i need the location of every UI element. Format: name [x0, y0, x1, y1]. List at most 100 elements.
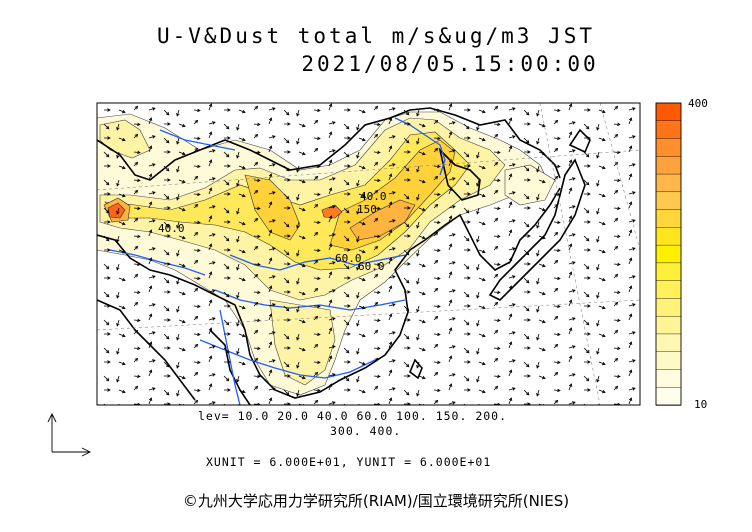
wind-arrow — [178, 179, 186, 184]
wind-arrow — [508, 191, 516, 195]
wind-arrow — [328, 271, 333, 279]
wind-arrow — [613, 245, 619, 251]
wind-arrow — [238, 165, 246, 170]
wind-arrow — [433, 175, 439, 181]
wind-arrow — [524, 234, 531, 238]
wind-arrow — [553, 164, 561, 169]
wind-arrow — [178, 123, 186, 128]
wind-arrow — [418, 375, 426, 380]
wind-arrow — [193, 147, 199, 153]
wind-arrow — [193, 136, 201, 141]
wind-arrow — [208, 205, 216, 209]
wind-arrow — [236, 123, 240, 131]
wind-arrow — [313, 399, 319, 405]
wind-arrow — [178, 347, 186, 352]
wind-arrow — [598, 221, 606, 226]
wind-arrow — [568, 131, 573, 139]
wind-arrow — [104, 192, 111, 196]
wind-arrow — [553, 259, 559, 265]
vector-units: XUNIT = 6.000E+01, YUNIT = 6.000E+01 — [206, 455, 492, 469]
wind-arrow — [388, 387, 396, 391]
wind-arrow — [208, 289, 216, 293]
wind-arrow — [596, 123, 600, 131]
wind-arrow — [148, 303, 156, 307]
wind-arrow — [433, 231, 439, 237]
wind-arrow — [373, 133, 379, 139]
wind-arrow — [508, 135, 516, 139]
wind-arrow — [538, 179, 546, 184]
wind-arrow — [584, 164, 591, 168]
wind-arrow — [116, 151, 120, 159]
wind-arrow — [208, 215, 213, 223]
wind-arrow — [148, 145, 153, 153]
chart-timestamp: 2021/08/05.15:00:00 — [301, 52, 599, 76]
wind-arrow — [344, 388, 351, 392]
wind-arrow — [313, 371, 319, 377]
wind-arrow — [178, 375, 186, 380]
wind-arrow — [583, 347, 590, 354]
wind-arrow — [536, 333, 540, 341]
wind-arrow — [268, 285, 273, 293]
wind-arrow — [103, 263, 110, 270]
wind-arrow — [538, 235, 546, 240]
wind-arrow — [328, 243, 333, 251]
wind-arrow — [476, 375, 480, 383]
wind-arrow — [118, 305, 126, 310]
wind-arrow — [493, 105, 499, 111]
wind-arrow — [356, 179, 360, 187]
wind-arrow — [508, 219, 516, 223]
wind-arrow — [224, 220, 231, 224]
wind-arrow — [628, 191, 636, 195]
wind-arrow — [104, 164, 111, 168]
wind-arrow — [253, 273, 259, 279]
wind-arrow — [283, 221, 290, 228]
wind-arrow — [253, 161, 259, 167]
wind-arrow — [476, 151, 480, 159]
wind-arrow — [568, 355, 573, 363]
wind-arrow — [433, 371, 439, 377]
wind-arrow — [313, 287, 319, 293]
wind-arrow — [208, 327, 213, 335]
wind-arrow — [148, 191, 156, 195]
wind-arrow — [568, 401, 576, 405]
wind-arrow — [476, 235, 480, 243]
wind-arrow — [238, 277, 246, 282]
wind-arrow — [538, 375, 546, 380]
wind-arrow — [536, 165, 540, 173]
wind-arrow — [524, 150, 531, 154]
wind-arrow — [328, 177, 336, 181]
wind-arrow — [358, 109, 366, 114]
wind-arrow — [416, 333, 420, 341]
wind-arrow — [416, 389, 420, 397]
wind-arrow — [193, 287, 199, 293]
wind-arrow — [284, 234, 291, 238]
wind-arrow — [403, 249, 410, 256]
wind-arrow — [193, 332, 201, 337]
wind-arrow — [568, 299, 573, 307]
wind-arrow — [178, 263, 186, 268]
wind-arrow — [236, 235, 240, 243]
wind-arrow — [583, 235, 590, 242]
wind-arrow — [236, 151, 240, 159]
wind-arrow — [163, 305, 170, 312]
wind-arrow — [223, 291, 230, 298]
wind-arrow — [403, 221, 410, 228]
wind-arrow — [284, 262, 291, 266]
wind-arrow — [118, 333, 126, 338]
wind-arrow — [584, 248, 591, 252]
wind-arrow — [524, 290, 531, 294]
chart-title: U-V&Dust total m/s&ug/m3 JST — [156, 24, 595, 48]
wind-arrow — [584, 388, 591, 392]
wind-arrow — [508, 387, 516, 391]
wind-arrow — [478, 193, 486, 198]
wind-arrow — [356, 207, 360, 215]
wind-arrow — [238, 221, 246, 226]
wind-arrow — [358, 361, 366, 366]
wind-arrow — [164, 374, 171, 378]
wind-arrow — [523, 361, 530, 368]
wind-arrow — [536, 361, 540, 369]
wind-arrow — [224, 248, 231, 252]
wind-arrow — [328, 159, 333, 167]
wind-arrow — [628, 387, 636, 391]
wind-arrow — [584, 304, 591, 308]
